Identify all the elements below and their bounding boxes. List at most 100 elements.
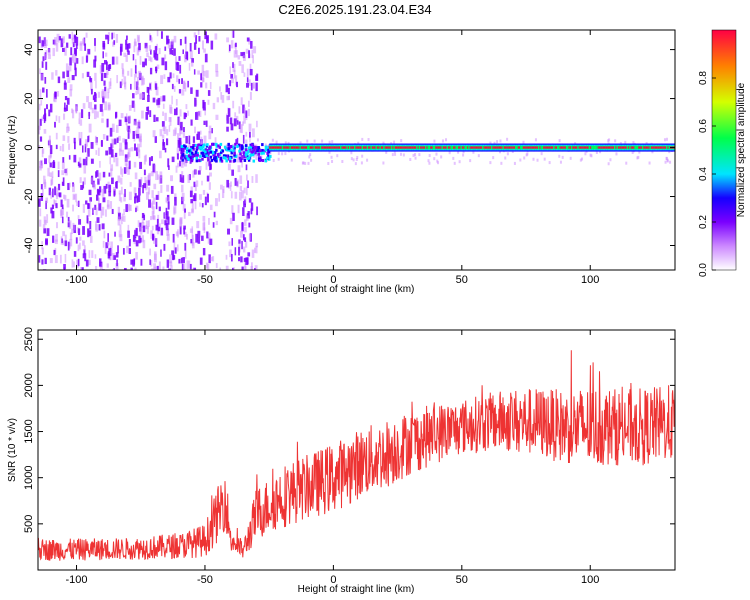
- spectrogram-cell: [201, 72, 204, 81]
- spectrogram-cell: [645, 146, 648, 149]
- spectrogram-cell: [246, 152, 249, 156]
- spectrogram-cell: [279, 146, 282, 149]
- spectrogram-cell: [65, 63, 69, 72]
- spectrogram-cell: [139, 161, 143, 169]
- spectrogram-cell: [363, 146, 366, 149]
- spectrogram-cell: [226, 37, 230, 43]
- spectrogram-cell: [105, 183, 108, 189]
- spectrogram-cell: [171, 250, 175, 256]
- spectrogram-cell: [68, 182, 71, 188]
- spectrogram-cell: [39, 208, 42, 217]
- spectrogram-cell: [256, 138, 259, 142]
- spectrogram-cell: [84, 253, 87, 262]
- spectrogram-cell: [104, 52, 108, 57]
- spectrogram-cell: [243, 107, 246, 116]
- spectrogram-cell: [195, 35, 198, 44]
- spectrogram-cell: [186, 157, 190, 161]
- spectrogram-cell: [94, 55, 97, 62]
- spectrogram-cell: [231, 238, 233, 246]
- spectrogram-cell: [73, 137, 76, 144]
- spectrogram-cell: [668, 150, 671, 154]
- spectrogram-cell: [75, 44, 78, 49]
- y-tick-label: 40: [23, 43, 35, 55]
- spectrogram-cell: [106, 263, 109, 268]
- spectrogram-cell: [469, 159, 472, 163]
- spectrogram-cell: [437, 146, 440, 149]
- spectrogram-cell: [245, 131, 248, 137]
- spectrogram-cell: [525, 146, 528, 149]
- spectrogram-cell: [45, 269, 47, 270]
- spectrogram-cell: [644, 146, 647, 149]
- x-tick-label: -50: [197, 274, 213, 286]
- spectrogram-cell: [169, 72, 172, 79]
- spectrogram-cell: [214, 137, 217, 144]
- spectrogram-cell: [427, 159, 430, 163]
- spectrogram-cell: [267, 146, 270, 150]
- spectrogram-cell: [115, 181, 118, 189]
- spectrogram-cell: [127, 230, 130, 238]
- spectrogram-cell: [123, 208, 125, 215]
- spectrogram-cell: [237, 55, 240, 60]
- spectrogram-cell: [502, 145, 505, 150]
- spectrogram-cell: [207, 237, 211, 244]
- spectrogram-cell: [69, 242, 71, 249]
- spectrogram-cell: [274, 146, 277, 149]
- spectrogram-cell: [158, 206, 161, 212]
- spectrogram-cell: [487, 146, 490, 149]
- spectrogram-cell: [195, 156, 199, 160]
- spectrogram-cell: [176, 153, 179, 160]
- spectrogram-cell: [308, 145, 311, 150]
- spectrogram-cell: [281, 145, 284, 150]
- spectrogram-cell: [151, 210, 154, 220]
- spectrogram-cell: [236, 145, 239, 149]
- spectrogram-cell: [482, 145, 485, 150]
- spectrogram-cell: [52, 161, 56, 169]
- spectrogram-cell: [229, 66, 231, 75]
- spectrogram-cell: [78, 228, 81, 236]
- spectrogram-cell: [38, 125, 41, 131]
- spectrogram-cell: [154, 136, 157, 143]
- spectrogram-cell: [104, 248, 107, 254]
- spectrogram-cell: [71, 228, 73, 235]
- spectrogram-cell: [189, 150, 192, 154]
- spectrogram-cell: [225, 148, 228, 152]
- spectrogram-cell: [300, 146, 303, 149]
- spectrogram-cell: [132, 234, 136, 242]
- spectrogram-cell: [368, 146, 371, 149]
- spectrogram-cell: [215, 262, 218, 269]
- spectrogram-cell: [290, 158, 293, 162]
- spectrogram-cell: [134, 130, 138, 136]
- spectrogram-cell: [49, 162, 52, 168]
- spectrogram-cell: [664, 146, 667, 149]
- spectrogram-cell: [78, 157, 82, 167]
- spectrogram-cell: [647, 146, 650, 149]
- spectrogram-cell: [121, 213, 124, 221]
- spectrogram-cell: [441, 139, 444, 143]
- spectrogram-cell: [64, 96, 68, 101]
- spectrogram-cell: [385, 146, 388, 149]
- spectrogram-cell: [230, 151, 234, 155]
- spectrogram-cell: [191, 203, 194, 213]
- spectrogram-cell: [115, 56, 119, 65]
- spectrogram-cell: [506, 146, 509, 149]
- spectrogram-cell: [132, 93, 135, 99]
- spectrogram-cell: [226, 126, 229, 132]
- spectrogram-cell: [238, 61, 242, 66]
- spectrogram-cell: [181, 89, 185, 96]
- spectrogram-cell: [194, 154, 197, 158]
- spectrogram-cell: [152, 97, 156, 103]
- spectrogram-cell: [245, 139, 248, 147]
- spectrogram-cell: [172, 73, 175, 78]
- spectrogram-cell: [327, 161, 330, 165]
- spectrogram-cell: [228, 157, 232, 161]
- spectrogram-cell: [249, 135, 251, 143]
- spectrogram-cell: [394, 146, 397, 149]
- spectrogram-cell: [204, 31, 207, 40]
- spectrogram-cell: [104, 86, 107, 92]
- spectrogram-cell: [183, 210, 186, 219]
- spectrogram-cell: [225, 84, 229, 93]
- spectrogram-cell: [86, 215, 89, 224]
- spectrogram-cell: [183, 225, 186, 230]
- spectrogram-cell: [367, 138, 370, 142]
- spectrogram-cell: [191, 61, 194, 67]
